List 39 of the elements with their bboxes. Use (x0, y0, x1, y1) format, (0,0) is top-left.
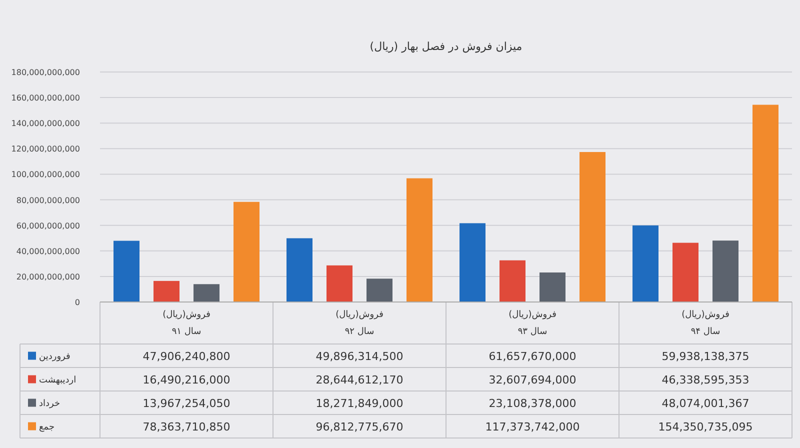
value-label: 23,108,378,000 (488, 396, 576, 410)
value-label: 48,074,001,367 (662, 396, 750, 410)
xtick: فروش(ریال) (162, 310, 210, 320)
value-label: 32,607,694,000 (488, 373, 576, 386)
xtick: سال ۹۳ (518, 327, 548, 337)
ytick: 140,000,000,000 (11, 119, 80, 128)
ytick: 80,000,000,000 (16, 196, 80, 205)
value-label: 16,490,216,000 (142, 373, 230, 386)
ytick: 20,000,000,000 (16, 272, 80, 282)
ytick: 160,000,000,000 (11, 94, 80, 103)
xtick: سال ۹۲ (344, 327, 374, 337)
legend-label: خرداد (39, 398, 60, 409)
ytick: 40,000,000,000 (16, 246, 80, 256)
ytick: 60,000,000,000 (16, 221, 80, 230)
value-label: 59,938,138,375 (662, 350, 750, 363)
value-label: 47,906,240,800 (142, 350, 230, 363)
legend-label: جمع (39, 422, 55, 432)
ytick: 0 (74, 298, 80, 307)
xtick: سال ۹۴ (690, 327, 720, 337)
value-label: 28,644,612,170 (316, 373, 404, 386)
xtick: فروش(ریال) (508, 310, 556, 320)
xtick: فروش(ریال) (682, 310, 730, 320)
legend-label: اردیبهشت (39, 375, 76, 386)
title: میزان فروش در فصل بهار (ریال) (370, 40, 522, 53)
value-label: 18,271,849,000 (316, 396, 404, 410)
ytick: 100,000,000,000 (11, 170, 80, 180)
value-label: 117,373,742,000 (485, 420, 580, 434)
xtick: فروش(ریال) (336, 310, 384, 320)
value-label: 96,812,775,670 (316, 420, 404, 434)
value-label: 13,967,254,050 (142, 396, 230, 410)
value-label: 49,896,314,500 (316, 350, 404, 363)
ytick: 120,000,000,000 (11, 144, 80, 154)
ytick: 180,000,000,000 (11, 68, 80, 77)
value-label: 61,657,670,000 (488, 350, 576, 363)
xtick: سال ۹۱ (172, 327, 202, 337)
legend-label: فروردین (39, 352, 70, 362)
value-label: 78,363,710,850 (142, 420, 230, 434)
value-label: 154,350,735,095 (658, 420, 753, 434)
value-label: 46,338,595,353 (662, 373, 750, 386)
